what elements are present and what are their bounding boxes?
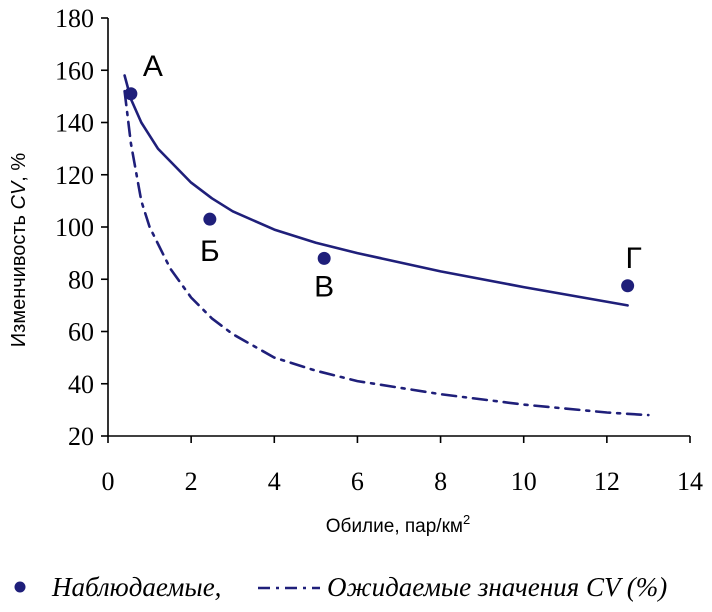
axes <box>101 17 691 443</box>
x-tick-label: 12 <box>594 467 620 496</box>
y-axis-label: Изменчивость CV, % <box>8 153 30 348</box>
x-tick-label: 8 <box>434 467 447 496</box>
y-tick-label: 120 <box>55 161 94 190</box>
legend-label-observed: Наблюдаемые, <box>51 572 221 602</box>
legend-label-expected: Ожидаемые значения CV (%) <box>327 572 667 602</box>
data-point <box>621 279 635 293</box>
y-tick-label: 80 <box>68 265 94 294</box>
point-label: Г <box>626 242 642 275</box>
y-tick-label: 100 <box>55 213 94 242</box>
x-tick-label: 6 <box>351 467 364 496</box>
x-tick-label: 14 <box>677 467 703 496</box>
y-tick-label: 160 <box>55 56 94 85</box>
observed-trend-line <box>123 74 629 307</box>
data-point <box>203 212 217 226</box>
point-label: А <box>143 50 163 83</box>
data-point <box>317 251 331 265</box>
y-tick-label: 20 <box>68 422 94 451</box>
y-tick-label: 140 <box>55 109 94 138</box>
point-label: Б <box>200 235 220 268</box>
series-lines <box>123 74 650 417</box>
x-tick-label: 0 <box>102 467 115 496</box>
x-tick-label: 10 <box>511 467 537 496</box>
data-point <box>124 87 138 101</box>
y-tick-label: 180 <box>55 4 94 33</box>
x-tick-label: 4 <box>268 467 281 496</box>
tick-labels: 20 40 60 80 100 120 140 160 180 0 2 4 6 8 10 12 14 <box>55 4 703 496</box>
expected-cv-line <box>123 89 650 417</box>
y-tick-label: 60 <box>68 318 94 347</box>
legend: Наблюдаемые, Ожидаемые значения CV (%) <box>14 572 667 602</box>
legend-marker-observed <box>14 581 26 593</box>
data-points: А Б В Г <box>124 50 642 303</box>
x-axis-label: Обилие, пар/км2 <box>326 512 470 537</box>
point-label: В <box>314 270 334 303</box>
x-tick-label: 2 <box>185 467 198 496</box>
y-tick-label: 40 <box>68 370 94 399</box>
